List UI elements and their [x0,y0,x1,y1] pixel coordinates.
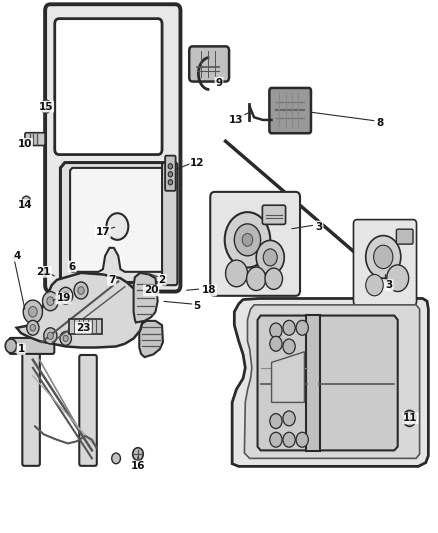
FancyBboxPatch shape [79,355,97,466]
Polygon shape [60,163,173,282]
Circle shape [41,100,51,113]
FancyBboxPatch shape [22,347,40,466]
Circle shape [296,320,308,335]
Text: 5: 5 [193,302,200,311]
Circle shape [283,339,295,354]
Circle shape [5,339,17,353]
Text: 14: 14 [18,200,32,210]
Circle shape [247,267,266,290]
Circle shape [30,325,35,331]
Polygon shape [272,352,304,402]
Circle shape [270,432,282,447]
Circle shape [74,282,88,299]
Circle shape [78,287,84,294]
FancyBboxPatch shape [306,315,320,451]
Polygon shape [17,273,142,348]
Circle shape [168,172,173,177]
Circle shape [60,332,71,345]
Circle shape [242,233,253,246]
Circle shape [59,287,73,304]
Text: 1: 1 [18,344,25,354]
Circle shape [366,274,383,296]
FancyBboxPatch shape [353,220,417,305]
FancyBboxPatch shape [45,4,180,292]
Circle shape [47,297,54,305]
Circle shape [225,212,270,268]
Circle shape [234,224,261,256]
Circle shape [47,332,53,340]
Text: 7: 7 [108,275,115,285]
Circle shape [387,265,409,292]
Circle shape [42,292,58,311]
Polygon shape [232,298,428,466]
Polygon shape [244,305,420,458]
Text: 15: 15 [39,102,53,111]
FancyBboxPatch shape [210,192,300,296]
Circle shape [226,260,247,287]
FancyBboxPatch shape [69,319,102,334]
Circle shape [366,236,401,278]
Circle shape [168,164,173,169]
Circle shape [270,323,282,338]
Circle shape [265,268,283,289]
Text: 12: 12 [190,158,205,167]
Text: 21: 21 [36,267,51,277]
Circle shape [44,328,57,344]
Circle shape [263,249,277,266]
FancyBboxPatch shape [269,88,311,133]
Text: 18: 18 [201,286,216,295]
Circle shape [256,240,284,274]
FancyBboxPatch shape [25,133,45,146]
Polygon shape [139,321,163,357]
FancyBboxPatch shape [189,46,229,82]
Text: 20: 20 [144,286,159,295]
Polygon shape [70,168,164,272]
Text: 6: 6 [69,262,76,271]
Circle shape [283,432,295,447]
Text: 9: 9 [215,78,223,87]
Polygon shape [258,316,398,450]
Circle shape [106,213,128,240]
Text: 3: 3 [315,222,323,231]
Text: 19: 19 [57,294,71,303]
Circle shape [403,410,416,426]
Circle shape [283,411,295,426]
FancyBboxPatch shape [9,338,54,354]
Text: 17: 17 [95,227,110,237]
Circle shape [374,245,393,269]
Text: 23: 23 [76,323,91,333]
Circle shape [27,320,39,335]
Text: 11: 11 [403,414,417,423]
Circle shape [270,414,282,429]
Text: 4: 4 [13,251,21,261]
Circle shape [28,306,37,317]
Circle shape [63,335,68,342]
Circle shape [23,300,42,324]
Text: 16: 16 [131,462,145,471]
Polygon shape [134,273,158,322]
Circle shape [22,196,31,207]
FancyBboxPatch shape [162,163,177,285]
Circle shape [112,453,120,464]
FancyBboxPatch shape [165,156,176,191]
Circle shape [133,448,143,461]
FancyBboxPatch shape [396,229,413,244]
Circle shape [270,336,282,351]
Text: 2: 2 [159,275,166,285]
FancyBboxPatch shape [55,19,162,155]
FancyBboxPatch shape [262,205,286,224]
Circle shape [168,180,173,185]
Circle shape [296,432,308,447]
Text: 3: 3 [385,280,393,290]
Text: 13: 13 [229,115,244,125]
Circle shape [283,320,295,335]
Text: 10: 10 [18,139,32,149]
Circle shape [63,292,69,300]
Text: 8: 8 [377,118,384,127]
